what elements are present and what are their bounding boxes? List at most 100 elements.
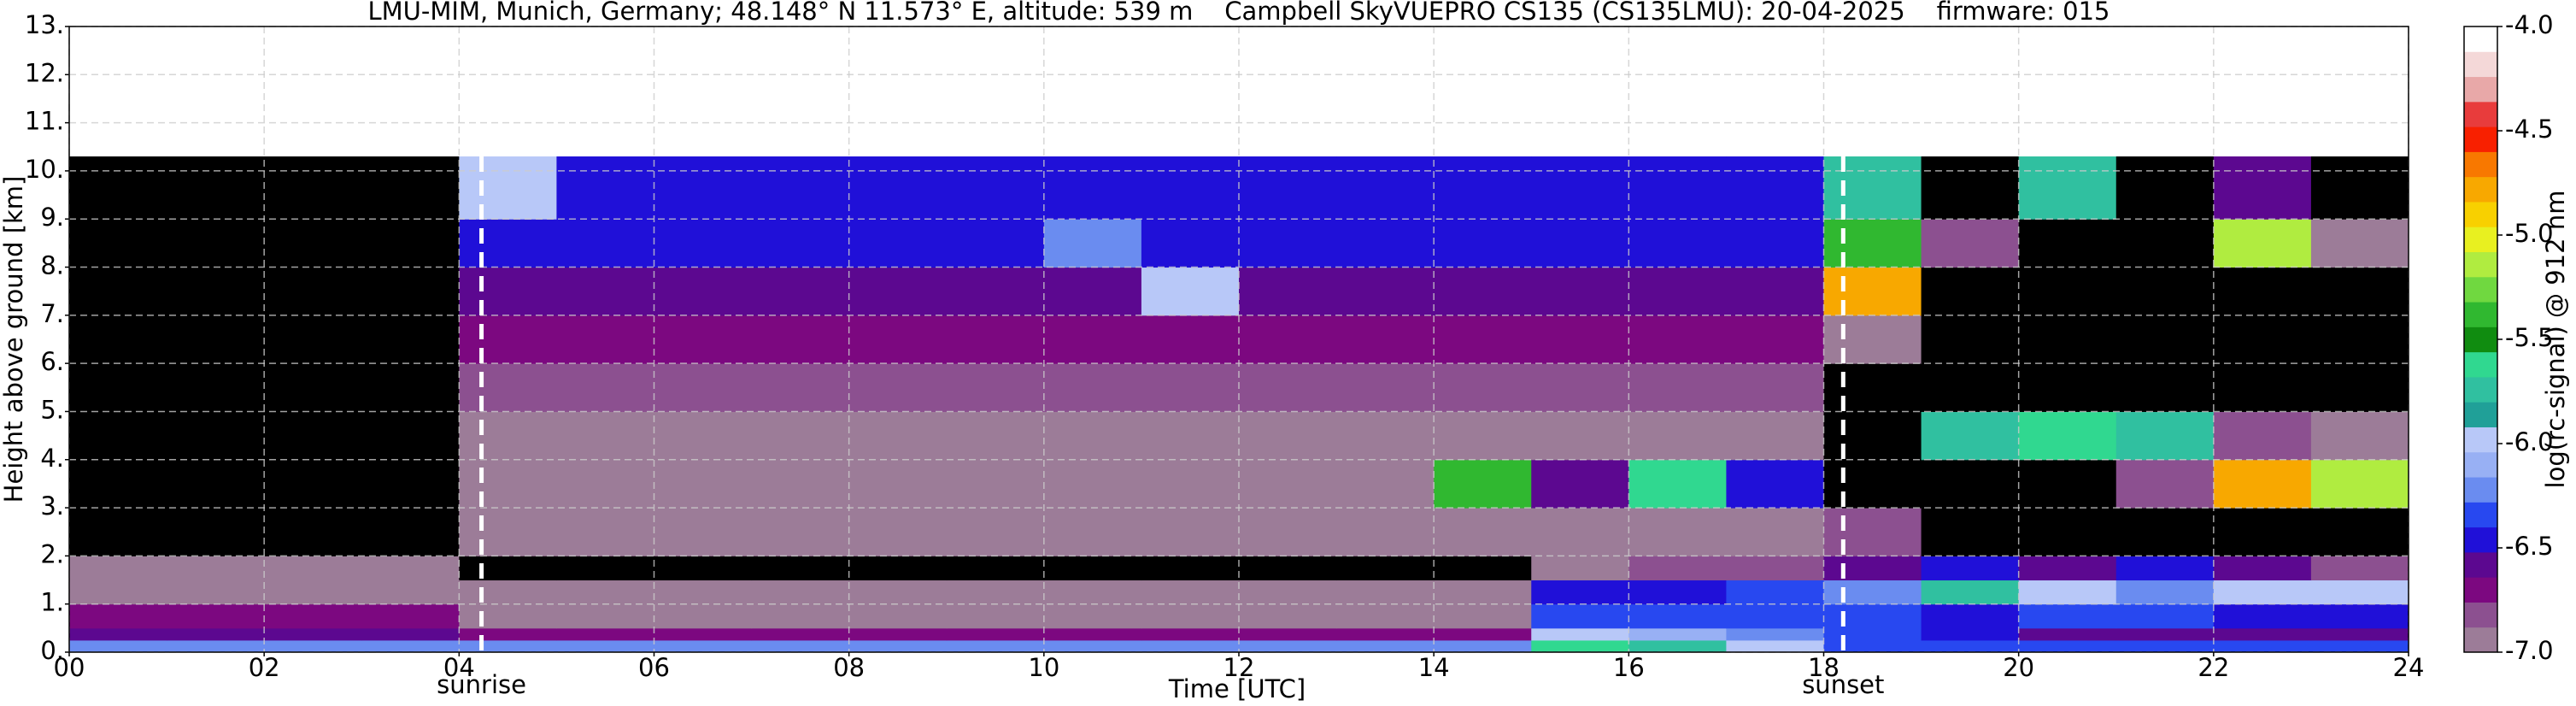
- x-tick-label: 14: [1418, 653, 1450, 682]
- x-tick-label: 18: [1808, 653, 1840, 682]
- heatmap-cell: [848, 459, 948, 509]
- heatmap-cell: [1823, 639, 1922, 653]
- colorbar-segment: [2464, 201, 2497, 227]
- heatmap-cell: [1434, 219, 1532, 268]
- heatmap-cell: [361, 156, 460, 220]
- heatmap-cell: [2310, 556, 2409, 581]
- heatmap-cell: [69, 627, 167, 641]
- x-tick-label: 06: [638, 653, 670, 682]
- heatmap-cell: [1921, 219, 2020, 268]
- colorbar-segment: [2464, 101, 2497, 127]
- heatmap-cell: [167, 556, 265, 581]
- heatmap-cell: [946, 459, 1045, 509]
- y-tick-label: 13.: [25, 10, 64, 39]
- heatmap-cell: [1336, 603, 1435, 629]
- heatmap-cell: [556, 580, 654, 605]
- heatmap-cell: [1531, 580, 1629, 605]
- heatmap-cell: [459, 639, 557, 653]
- heatmap-cell: [2018, 508, 2117, 556]
- heatmap-cell: [2213, 627, 2312, 641]
- chart-title: LMU-MIM, Munich, Germany; 48.148° N 11.5…: [368, 0, 2110, 26]
- heatmap-cell: [2310, 580, 2409, 605]
- colorbar-segment: [2464, 451, 2497, 478]
- heatmap-cell: [361, 267, 460, 316]
- heatmap-cell: [1921, 603, 2020, 629]
- y-tick-label: 10.: [25, 155, 64, 184]
- heatmap-cell: [1628, 267, 1727, 316]
- heatmap-cell: [1336, 363, 1435, 412]
- heatmap-cell: [1531, 508, 1629, 556]
- heatmap-cell: [2213, 315, 2312, 364]
- heatmap-cell: [556, 627, 654, 641]
- heatmap-cell: [1434, 411, 1532, 461]
- heatmap-cell: [848, 315, 948, 364]
- heatmap-cell: [1043, 459, 1142, 509]
- heatmap-cell: [654, 627, 753, 641]
- y-tick-label: 0.: [40, 636, 64, 665]
- heatmap-cell: [1628, 580, 1727, 605]
- heatmap-cell: [1336, 267, 1435, 316]
- heatmap-cell: [459, 363, 557, 412]
- heatmap-cell: [2213, 156, 2312, 220]
- x-axis-label: Time [UTC]: [1168, 674, 1306, 703]
- heatmap-cell: [459, 580, 557, 605]
- heatmap-cell: [1043, 267, 1142, 316]
- heatmap-cell: [1141, 363, 1240, 412]
- heatmap-cell: [1141, 315, 1240, 364]
- heatmap-cell: [1434, 580, 1532, 605]
- heatmap-cell: [1141, 411, 1240, 461]
- heatmap-cell: [167, 411, 265, 461]
- heatmap-cell: [1628, 603, 1727, 629]
- heatmap-cell: [2310, 508, 2409, 556]
- heatmap-cell: [654, 639, 753, 653]
- heatmap-cell: [1726, 556, 1824, 581]
- heatmap-cell: [1336, 556, 1435, 581]
- heatmap-cell: [848, 603, 948, 629]
- heatmap-cell: [1239, 556, 1337, 581]
- heatmap-cell: [1628, 556, 1727, 581]
- heatmap-cell: [1726, 603, 1824, 629]
- heatmap-cell: [2213, 267, 2312, 316]
- heatmap-cell: [69, 156, 167, 220]
- heatmap-cell: [1823, 627, 1922, 641]
- heatmap-cell: [1141, 603, 1240, 629]
- heatmap-cell: [264, 639, 362, 653]
- heatmap-cell: [2115, 580, 2215, 605]
- heatmap-cell: [1239, 219, 1337, 268]
- heatmap-cell: [2213, 459, 2312, 509]
- heatmap-cell: [654, 508, 753, 556]
- colorbar-segment: [2464, 276, 2497, 303]
- x-tick-label: 16: [1613, 653, 1645, 682]
- heatmap-cell: [1823, 580, 1922, 605]
- heatmap-cell: [69, 363, 167, 412]
- heatmap-cell: [2018, 603, 2117, 629]
- x-tick-label: 04: [443, 653, 475, 682]
- heatmap-cell: [1921, 411, 2020, 461]
- heatmap-cell: [1823, 556, 1922, 581]
- heatmap-cell: [1726, 219, 1824, 268]
- heatmap-cell: [2115, 459, 2215, 509]
- heatmap-cell: [556, 363, 654, 412]
- y-tick-label: 2.: [40, 539, 64, 568]
- heatmap-cell: [264, 315, 362, 364]
- heatmap-cell: [1043, 363, 1142, 412]
- heatmap-cell: [1043, 508, 1142, 556]
- heatmap-cell: [946, 267, 1045, 316]
- heatmap-cell: [264, 219, 362, 268]
- heatmap-cell: [1434, 639, 1532, 653]
- heatmap-cell: [1726, 580, 1824, 605]
- heatmap-cell: [1726, 639, 1824, 653]
- heatmap-cell: [751, 603, 850, 629]
- colorbar-segment: [2464, 402, 2497, 427]
- heatmap-cell: [2115, 603, 2215, 629]
- heatmap-cell: [556, 411, 654, 461]
- heatmap-cell: [556, 267, 654, 316]
- heatmap-cell: [751, 219, 850, 268]
- heatmap-cell: [69, 639, 167, 653]
- heatmap-cell: [69, 411, 167, 461]
- x-tick-label: 24: [2393, 653, 2425, 682]
- colorbar-tick-label: -4.0: [2505, 10, 2554, 39]
- colorbar-segment: [2464, 351, 2497, 378]
- heatmap-cell: [167, 580, 265, 605]
